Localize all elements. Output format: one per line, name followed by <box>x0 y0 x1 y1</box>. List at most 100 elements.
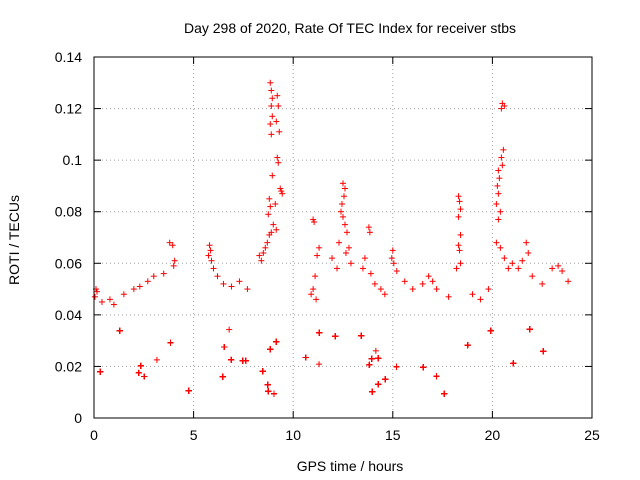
data-point <box>160 270 167 277</box>
data-point <box>501 102 508 109</box>
data-point <box>495 216 502 223</box>
data-point <box>525 249 532 256</box>
data-point <box>390 260 397 267</box>
data-point <box>278 188 285 195</box>
data-point <box>510 360 517 367</box>
data-point <box>429 278 436 285</box>
data-point <box>419 280 426 287</box>
data-point <box>228 283 235 290</box>
data-point <box>334 265 341 272</box>
data-point <box>267 346 274 353</box>
data-point <box>393 268 400 275</box>
data-point <box>276 128 283 135</box>
y-tick-label: 0.08 <box>55 204 82 220</box>
data-point <box>340 180 346 187</box>
data-point <box>273 226 280 233</box>
data-point <box>457 206 464 213</box>
data-point <box>171 257 178 264</box>
data-point <box>150 273 157 280</box>
data-point <box>509 260 516 267</box>
data-point <box>242 357 249 364</box>
data-point <box>495 167 502 174</box>
data-point <box>420 364 427 371</box>
data-point <box>455 213 462 220</box>
data-point <box>137 362 144 369</box>
data-point <box>499 162 506 169</box>
data-point <box>529 273 536 280</box>
data-point <box>498 154 505 161</box>
data-point <box>272 200 279 207</box>
data-point <box>485 286 492 293</box>
y-tick-label: 0.06 <box>55 255 82 271</box>
data-point <box>341 185 348 192</box>
data-point <box>98 298 105 305</box>
data-point <box>268 131 275 138</box>
data-point <box>340 213 346 220</box>
data-point <box>365 224 372 231</box>
data-point <box>166 239 173 246</box>
data-point <box>316 329 323 336</box>
data-point <box>256 252 263 259</box>
data-point <box>116 327 123 334</box>
data-point <box>268 87 275 94</box>
data-point <box>498 105 505 112</box>
data-point <box>264 381 271 388</box>
data-point <box>341 221 348 228</box>
data-point <box>455 242 462 249</box>
data-point <box>110 301 117 308</box>
data-point <box>445 293 452 300</box>
data-point <box>264 239 271 246</box>
data-point <box>312 273 319 280</box>
data-point <box>269 95 276 102</box>
data-point <box>273 338 280 345</box>
data-point <box>208 257 215 264</box>
data-point <box>375 355 382 362</box>
y-tick-label: 0.02 <box>55 358 82 374</box>
x-axis-label: GPS time / hours <box>297 458 404 474</box>
data-point <box>366 361 373 368</box>
data-point <box>497 208 504 215</box>
data-point <box>221 344 228 351</box>
data-point <box>226 326 233 333</box>
data-point <box>377 286 384 293</box>
data-point <box>311 219 318 226</box>
data-point <box>469 291 476 298</box>
data-point <box>453 265 460 272</box>
data-point <box>153 356 160 363</box>
data-point <box>210 265 217 272</box>
data-point <box>389 247 396 254</box>
data-point <box>185 387 192 394</box>
data-point <box>206 242 213 249</box>
data-point <box>526 326 533 333</box>
x-tick-labels: 0 5 10 15 20 25 <box>90 427 600 443</box>
data-point <box>258 257 265 264</box>
data-point <box>277 185 284 192</box>
y-tick-label: 0.1 <box>63 152 83 168</box>
x-tick-label: 5 <box>190 427 198 443</box>
data-point <box>170 262 177 269</box>
data-point <box>260 249 267 256</box>
data-point <box>464 342 471 349</box>
data-point <box>494 182 501 189</box>
data-point <box>141 373 148 380</box>
data-point <box>361 255 368 262</box>
data-point <box>523 239 530 246</box>
y-tick-label: 0 <box>74 410 82 426</box>
data-point <box>220 280 227 287</box>
data-point <box>477 296 484 303</box>
data-point <box>91 293 98 300</box>
data-point <box>555 262 562 269</box>
data-point <box>269 113 276 120</box>
data-point <box>267 79 274 86</box>
data-point <box>343 229 350 236</box>
data-point <box>519 257 526 264</box>
data-point <box>244 286 251 293</box>
data-point <box>433 373 440 380</box>
x-tick-label: 15 <box>385 427 401 443</box>
data-point <box>539 280 546 287</box>
data-point <box>270 221 277 228</box>
data-point <box>565 278 572 285</box>
data-point <box>441 390 448 397</box>
data-point <box>97 368 104 375</box>
